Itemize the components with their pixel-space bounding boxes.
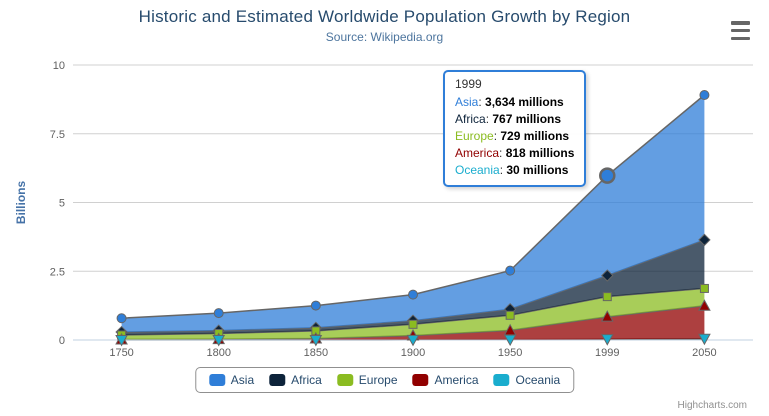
marker-asia-1900[interactable] [408,289,418,300]
tooltip-separator: : [485,112,493,126]
tooltip-row-asia: Asia: 3,634 millions [455,94,574,111]
legend-symbol-asia [208,374,225,386]
tooltip-value: 818 millions [505,146,575,160]
y-axis-label: 0 [59,335,65,347]
tooltip-series-name: Oceania [455,163,500,177]
tooltip-value: 30 millions [506,163,569,177]
marker-europe-1999[interactable] [602,292,612,302]
tooltip-value: 729 millions [500,129,570,143]
marker-europe-2050[interactable] [699,283,709,293]
area-asia[interactable] [121,95,705,333]
legend-item-oceania[interactable]: Oceania [493,373,561,387]
x-axis-label: 1800 [206,347,230,359]
tooltip-separator: : [499,146,506,160]
tooltip-separator: : [478,95,486,109]
y-axis-label: 5 [59,198,65,210]
tooltip-separator: : [493,129,501,143]
y-axis-label: 2.5 [50,266,65,278]
tooltip-value: 767 millions [492,112,562,126]
marker-africa-1999[interactable] [601,269,614,282]
marker-oceania-1950[interactable] [503,334,517,347]
x-axis-label: 1950 [498,347,522,359]
legend-symbol-europe [336,374,353,386]
legend-label: Africa [291,373,322,387]
legend-item-europe[interactable]: Europe [336,373,398,387]
marker-oceania-1900[interactable] [406,334,420,347]
tooltip-separator: : [499,163,507,177]
legend-symbol-africa [269,374,286,386]
marker-oceania-1999[interactable] [600,334,614,346]
tooltip-series-name: America [455,146,500,160]
marker-oceania-1850[interactable] [309,334,323,347]
y-axis-label: 10 [53,60,65,72]
marker-oceania-1800[interactable] [212,334,226,347]
tooltip-row-europe: Europe: 729 millions [455,128,574,145]
tooltip-series-name: Europe [455,129,494,143]
x-axis-label: 1850 [304,347,328,359]
export-menu-button[interactable] [729,19,752,42]
legend-item-asia[interactable]: Asia [208,373,255,387]
chart-subtitle: Source: Wikipedia.org [325,30,444,44]
legend-label: Oceania [515,373,561,387]
hovered-marker-asia-1999[interactable] [599,167,616,184]
area-america[interactable] [121,305,705,340]
marker-america-2050[interactable] [698,299,711,311]
marker-asia-1750[interactable] [116,313,127,324]
tooltip: 1999 Asia: 3,634 millions Africa: 767 mil… [443,70,587,187]
marker-america-1999[interactable] [600,310,614,322]
legend-label: America [434,373,479,387]
legend-label: Europe [358,373,398,387]
x-axis-label: 2050 [692,347,716,359]
hamburger-icon [731,21,750,40]
marker-europe-1950[interactable] [505,310,515,320]
legend-label: Asia [230,373,255,387]
marker-africa-2050[interactable] [698,233,711,247]
tooltip-series-name: Asia [455,95,479,109]
highcharts-credits[interactable]: Highcharts.com [677,400,747,411]
chart-title: Historic and Estimated Worldwide Populat… [138,7,631,26]
x-axis-label: 1900 [401,347,425,359]
y-axis-title: Billions [14,181,28,225]
legend-symbol-america [412,374,429,386]
tooltip-row-africa: Africa: 767 millions [455,111,574,128]
x-axis-label: 1750 [109,347,133,359]
x-axis-label: 1999 [595,347,619,359]
marker-asia-1800[interactable] [213,308,224,319]
marker-oceania-2050[interactable] [698,333,711,346]
legend-symbol-oceania [493,374,510,386]
tooltip-row-america: America: 818 millions [455,145,574,162]
tooltip-series-name: Africa [455,112,486,126]
tooltip-row-oceania: Oceania: 30 millions [455,162,574,179]
marker-asia-1950[interactable] [505,265,516,276]
tooltip-header: 1999 [455,77,482,91]
area-africa[interactable] [121,239,705,335]
marker-oceania-1750[interactable] [115,334,128,347]
tooltip-value: 3,634 millions [485,95,564,109]
legend-item-africa[interactable]: Africa [269,373,322,387]
marker-europe-1900[interactable] [408,319,418,329]
marker-asia-2050[interactable] [699,90,710,101]
legend: Asia Africa Europe America Oceania [194,367,575,393]
marker-asia-1850[interactable] [310,300,321,311]
y-axis-label: 7.5 [50,129,65,141]
legend-item-america[interactable]: America [412,373,479,387]
